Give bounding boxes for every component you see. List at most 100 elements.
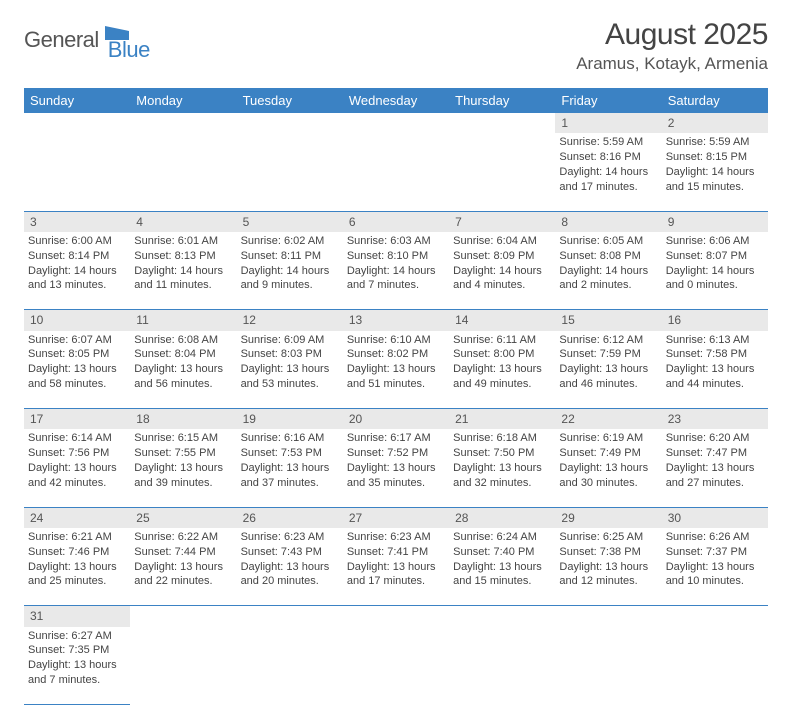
sunrise-line: Sunrise: 6:08 AM xyxy=(134,333,232,348)
daylight-line: and 7 minutes. xyxy=(28,673,126,688)
sunrise-line: Sunrise: 6:18 AM xyxy=(453,431,551,446)
sunset-line: Sunset: 7:41 PM xyxy=(347,545,445,560)
daylight-line: Daylight: 13 hours xyxy=(134,461,232,476)
day-number: 14 xyxy=(449,310,555,331)
sunrise-line: Sunrise: 6:07 AM xyxy=(28,333,126,348)
empty-daynum xyxy=(555,606,661,627)
empty-daynum xyxy=(343,113,449,133)
logo-text-blue: Blue xyxy=(108,37,150,63)
weekday-header: Sunday xyxy=(24,88,130,113)
weekday-header: Wednesday xyxy=(343,88,449,113)
sunset-line: Sunset: 7:59 PM xyxy=(559,347,657,362)
daylight-line: Daylight: 13 hours xyxy=(666,560,764,575)
sunrise-line: Sunrise: 6:23 AM xyxy=(241,530,339,545)
daylight-line: and 4 minutes. xyxy=(453,278,551,293)
day-number: 4 xyxy=(130,211,236,232)
sunset-line: Sunset: 7:35 PM xyxy=(28,643,126,658)
calendar-table: SundayMondayTuesdayWednesdayThursdayFrid… xyxy=(24,88,768,705)
empty-daynum xyxy=(24,113,130,133)
day-cell: Sunrise: 6:02 AMSunset: 8:11 PMDaylight:… xyxy=(237,232,343,310)
sunset-line: Sunset: 8:13 PM xyxy=(134,249,232,264)
daylight-line: and 13 minutes. xyxy=(28,278,126,293)
daylight-line: Daylight: 13 hours xyxy=(28,461,126,476)
day-cell: Sunrise: 6:24 AMSunset: 7:40 PMDaylight:… xyxy=(449,528,555,606)
daylight-line: Daylight: 13 hours xyxy=(134,560,232,575)
daylight-line: and 11 minutes. xyxy=(134,278,232,293)
day-number: 1 xyxy=(555,113,661,133)
empty-cell xyxy=(449,133,555,211)
day-number-row: 3456789 xyxy=(24,211,768,232)
week-row: Sunrise: 6:21 AMSunset: 7:46 PM Daylight:… xyxy=(24,528,768,606)
daylight-line: and 49 minutes. xyxy=(453,377,551,392)
day-cell: Sunrise: 6:17 AMSunset: 7:52 PMDaylight:… xyxy=(343,429,449,507)
sunrise-line: Sunrise: 6:21 AM xyxy=(28,530,126,545)
day-number: 10 xyxy=(24,310,130,331)
daylight-line: Daylight: 13 hours xyxy=(453,560,551,575)
daylight-line: and 51 minutes. xyxy=(347,377,445,392)
month-title: August 2025 xyxy=(576,18,768,52)
sunrise-line: Sunrise: 6:15 AM xyxy=(134,431,232,446)
daylight-line: and 58 minutes. xyxy=(28,377,126,392)
weekday-header: Thursday xyxy=(449,88,555,113)
day-cell: Sunrise: 6:18 AMSunset: 7:50 PMDaylight:… xyxy=(449,429,555,507)
sunrise-line: Sunrise: 6:19 AM xyxy=(559,431,657,446)
daylight-line: Daylight: 14 hours xyxy=(347,264,445,279)
daylight-line: Daylight: 13 hours xyxy=(241,461,339,476)
sunset-line: Sunset: 8:05 PM xyxy=(28,347,126,362)
daylight-line: and 0 minutes. xyxy=(666,278,764,293)
day-cell: Sunrise: 6:08 AMSunset: 8:04 PMDaylight:… xyxy=(130,331,236,409)
day-number-row: 17181920212223 xyxy=(24,409,768,430)
daylight-line: and 27 minutes. xyxy=(666,476,764,491)
daylight-line: and 2 minutes. xyxy=(559,278,657,293)
day-number: 29 xyxy=(555,507,661,528)
sunset-line: Sunset: 8:10 PM xyxy=(347,249,445,264)
day-number: 27 xyxy=(343,507,449,528)
daylight-line: Daylight: 13 hours xyxy=(559,362,657,377)
empty-daynum xyxy=(237,113,343,133)
sunrise-line: Sunrise: 6:02 AM xyxy=(241,234,339,249)
empty-cell xyxy=(237,627,343,705)
sunset-line: Sunset: 7:46 PM xyxy=(28,545,126,560)
empty-cell xyxy=(343,133,449,211)
sunset-line: Sunset: 8:09 PM xyxy=(453,249,551,264)
daylight-line: and 32 minutes. xyxy=(453,476,551,491)
daylight-line: Daylight: 13 hours xyxy=(347,362,445,377)
day-number: 31 xyxy=(24,606,130,627)
sunset-line: Sunset: 7:37 PM xyxy=(666,545,764,560)
empty-daynum xyxy=(449,606,555,627)
empty-cell xyxy=(555,627,661,705)
daylight-line: and 35 minutes. xyxy=(347,476,445,491)
empty-daynum xyxy=(130,606,236,627)
title-block: August 2025 Aramus, Kotayk, Armenia xyxy=(576,18,768,74)
empty-cell xyxy=(24,133,130,211)
daylight-line: and 12 minutes. xyxy=(559,574,657,589)
empty-cell xyxy=(130,627,236,705)
day-number: 5 xyxy=(237,211,343,232)
day-number: 28 xyxy=(449,507,555,528)
empty-daynum xyxy=(662,606,768,627)
daylight-line: Daylight: 13 hours xyxy=(666,362,764,377)
empty-daynum xyxy=(449,113,555,133)
day-number: 9 xyxy=(662,211,768,232)
day-number: 8 xyxy=(555,211,661,232)
sunset-line: Sunset: 7:50 PM xyxy=(453,446,551,461)
day-cell: Sunrise: 6:03 AMSunset: 8:10 PMDaylight:… xyxy=(343,232,449,310)
sunset-line: Sunset: 8:02 PM xyxy=(347,347,445,362)
day-number: 26 xyxy=(237,507,343,528)
sunrise-line: Sunrise: 6:26 AM xyxy=(666,530,764,545)
day-cell: Sunrise: 6:20 AMSunset: 7:47 PMDaylight:… xyxy=(662,429,768,507)
day-number: 2 xyxy=(662,113,768,133)
daylight-line: and 46 minutes. xyxy=(559,377,657,392)
daylight-line: Daylight: 14 hours xyxy=(559,165,657,180)
daylight-line: and 10 minutes. xyxy=(666,574,764,589)
sunrise-line: Sunrise: 6:00 AM xyxy=(28,234,126,249)
day-cell: Sunrise: 6:06 AMSunset: 8:07 PMDaylight:… xyxy=(662,232,768,310)
sunset-line: Sunset: 8:14 PM xyxy=(28,249,126,264)
sunset-line: Sunset: 8:15 PM xyxy=(666,150,764,165)
sunrise-line: Sunrise: 6:27 AM xyxy=(28,629,126,644)
day-cell: Sunrise: 6:25 AMSunset: 7:38 PMDaylight:… xyxy=(555,528,661,606)
sunset-line: Sunset: 7:44 PM xyxy=(134,545,232,560)
daylight-line: and 37 minutes. xyxy=(241,476,339,491)
sunrise-line: Sunrise: 6:17 AM xyxy=(347,431,445,446)
daylight-line: and 30 minutes. xyxy=(559,476,657,491)
